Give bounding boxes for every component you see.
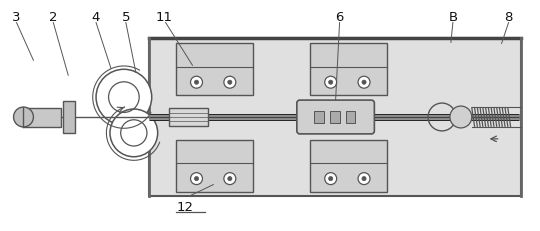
Bar [310, 43, 387, 95]
Circle shape [224, 76, 236, 88]
Circle shape [329, 176, 333, 181]
Bar [176, 140, 253, 191]
Text: 4: 4 [92, 11, 100, 24]
Circle shape [110, 109, 158, 157]
Circle shape [325, 76, 336, 88]
Text: 6: 6 [335, 11, 344, 24]
Text: 3: 3 [12, 11, 21, 24]
Bar [329, 111, 340, 123]
Bar [310, 140, 387, 191]
Bar [168, 108, 208, 126]
Bar [24, 108, 61, 127]
Text: 5: 5 [122, 11, 130, 24]
Circle shape [228, 176, 232, 181]
Circle shape [450, 106, 472, 128]
Text: 8: 8 [504, 11, 513, 24]
Circle shape [362, 176, 366, 181]
Circle shape [325, 173, 336, 185]
Text: 2: 2 [49, 11, 58, 24]
Circle shape [358, 173, 370, 185]
Circle shape [194, 80, 199, 84]
Bar [346, 111, 355, 123]
Circle shape [191, 173, 202, 185]
Circle shape [224, 173, 236, 185]
Text: 11: 11 [155, 11, 172, 24]
Bar [176, 43, 253, 95]
Bar [63, 101, 75, 133]
Circle shape [358, 76, 370, 88]
Text: B: B [448, 11, 457, 24]
Circle shape [194, 176, 199, 181]
Circle shape [362, 80, 366, 84]
FancyBboxPatch shape [297, 100, 374, 134]
Circle shape [96, 69, 152, 125]
Circle shape [329, 80, 333, 84]
Circle shape [191, 76, 202, 88]
Circle shape [228, 80, 232, 84]
Bar [148, 39, 522, 195]
Bar [314, 111, 323, 123]
Circle shape [14, 107, 33, 127]
Text: 12: 12 [177, 201, 194, 214]
